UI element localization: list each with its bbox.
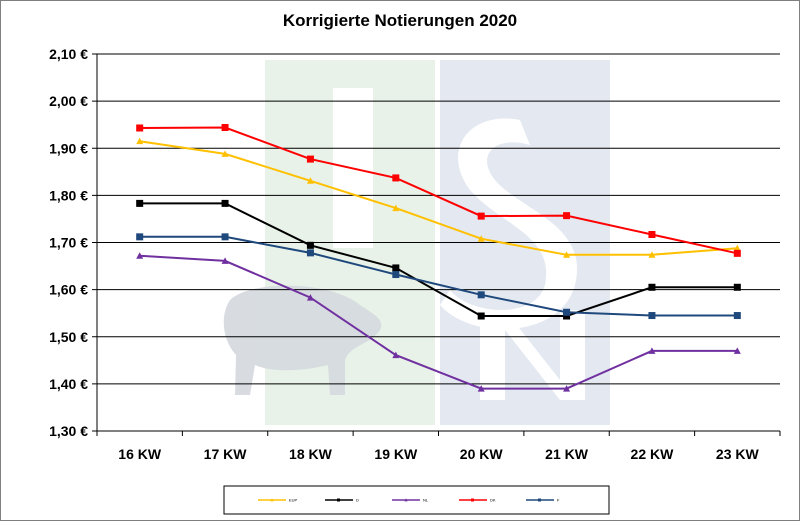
data-point	[477, 212, 485, 220]
data-point	[221, 257, 229, 264]
series-line	[139, 126, 738, 255]
legend-label: EUP	[289, 498, 298, 503]
data-point	[733, 249, 741, 257]
series-line	[139, 140, 738, 256]
data-point	[221, 199, 229, 207]
data-point	[648, 251, 656, 258]
data-point	[648, 283, 656, 291]
data-point	[221, 150, 229, 157]
legend-label: NL	[423, 498, 429, 503]
chart-legend: EUP D NL DK F	[223, 485, 610, 515]
data-point	[306, 155, 314, 163]
data-point	[648, 312, 656, 320]
series-line	[139, 235, 738, 317]
x-tick-label: 21 KW	[545, 446, 589, 462]
y-tick-label: 1,90 €	[49, 140, 88, 156]
data-point	[306, 294, 314, 301]
x-tick-label: 22 KW	[631, 446, 675, 462]
y-tick-label: 2,10 €	[49, 46, 88, 62]
legend-label: F	[557, 498, 560, 503]
series-d	[136, 199, 741, 320]
data-point	[136, 252, 144, 259]
data-point	[563, 385, 571, 392]
data-point	[648, 230, 656, 238]
legend-marker	[337, 498, 340, 502]
legend-entry: DK	[459, 498, 496, 503]
data-point	[392, 351, 400, 359]
series-line	[139, 202, 738, 317]
data-point	[392, 271, 400, 279]
series-dk	[136, 124, 741, 257]
data-point	[733, 244, 741, 252]
x-axis-tick-labels: 16 KW 17 KW 18 KW 19 KW 20 KW 21 KW 22 KW 23 KW	[118, 446, 759, 462]
y-tick-label: 1,30 €	[49, 423, 88, 439]
y-tick-label: 2,00 €	[49, 93, 88, 109]
data-point	[733, 347, 741, 354]
legend-entry: EUP	[258, 498, 298, 503]
data-point	[221, 124, 229, 132]
series-line	[139, 254, 738, 390]
legend-label: D	[356, 498, 359, 503]
x-tick-label: 17 KW	[204, 446, 248, 462]
x-tick-label: 23 KW	[716, 446, 760, 462]
data-point	[477, 235, 485, 242]
data-point	[563, 251, 571, 258]
legend-marker	[538, 498, 541, 502]
x-tick-label: 19 KW	[374, 446, 418, 462]
y-tick-label: 1,40 €	[49, 376, 88, 392]
data-point	[392, 204, 400, 212]
y-tick-label: 1,80 €	[49, 187, 88, 203]
data-point	[477, 385, 485, 392]
legend-marker	[270, 498, 274, 502]
y-axis-tick-labels: 1,30 € 1,40 € 1,50 € 1,60 € 1,70 € 1,80 € 1,90…	[49, 46, 88, 439]
legend-entry: D	[325, 498, 359, 503]
data-point	[136, 233, 144, 241]
data-point	[477, 291, 485, 299]
chart-gridlines	[97, 53, 780, 385]
x-tick-label: 18 KW	[289, 446, 333, 462]
data-point	[563, 308, 571, 316]
chart-title: Korrigierte Notierungen 2020	[282, 11, 518, 30]
data-point	[136, 137, 144, 145]
legend-marker	[404, 498, 408, 502]
data-point	[392, 174, 400, 182]
data-point	[563, 312, 571, 320]
data-point	[563, 212, 571, 220]
data-point	[477, 312, 485, 320]
x-tick-label: 16 KW	[118, 446, 162, 462]
data-point	[221, 233, 229, 241]
data-point	[306, 241, 314, 249]
data-point	[306, 177, 314, 184]
x-tick-label: 20 KW	[460, 446, 504, 462]
y-tick-label: 1,70 €	[49, 235, 88, 251]
chart-series	[136, 124, 741, 392]
data-point	[136, 124, 144, 132]
series-nl	[136, 252, 741, 392]
legend-marker	[471, 498, 474, 502]
data-point	[306, 249, 314, 257]
y-tick-label: 1,50 €	[49, 329, 88, 345]
data-point	[648, 347, 656, 354]
chart-axes	[92, 53, 781, 436]
data-point	[136, 199, 144, 207]
legend-entry: F	[526, 498, 560, 503]
series-eup	[136, 137, 741, 258]
legend-label: DK	[490, 498, 496, 503]
series-f	[136, 233, 741, 320]
data-point	[733, 283, 741, 291]
data-point	[733, 312, 741, 320]
legend-entry: NL	[392, 498, 429, 503]
data-point	[392, 264, 400, 272]
y-tick-label: 1,60 €	[49, 282, 88, 298]
